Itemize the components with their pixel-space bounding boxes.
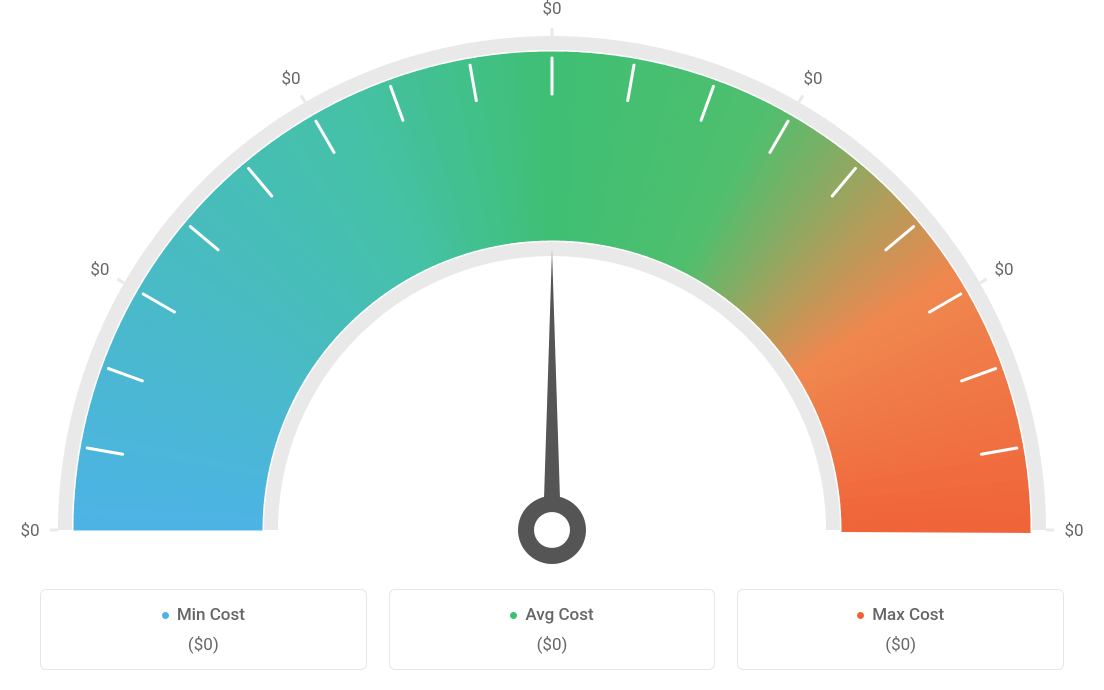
dot-icon [162,612,169,619]
card-label: Max Cost [872,605,944,625]
card-max-cost: Max Cost ($0) [737,589,1064,671]
dot-icon [857,612,864,619]
svg-text:$0: $0 [1064,521,1083,541]
card-value: ($0) [400,635,705,655]
svg-text:$0: $0 [281,69,300,89]
gauge-chart: $0 $0 $0 $0 $0 $0 $0 [0,0,1104,570]
svg-text:$0: $0 [20,521,39,541]
svg-text:$0: $0 [542,0,561,19]
svg-text:$0: $0 [90,260,109,280]
card-value: ($0) [51,635,356,655]
card-title-max: Max Cost [857,605,944,625]
card-avg-cost: Avg Cost ($0) [389,589,716,671]
card-value: ($0) [748,635,1053,655]
gauge-svg: $0 $0 $0 $0 $0 $0 $0 [0,0,1104,570]
legend-cards: Min Cost ($0) Avg Cost ($0) Max Cost ($0… [0,589,1104,690]
svg-text:$0: $0 [803,69,822,89]
card-label: Avg Cost [525,605,593,625]
svg-text:$0: $0 [995,260,1014,280]
card-title-min: Min Cost [162,605,245,625]
card-title-avg: Avg Cost [510,605,593,625]
dot-icon [510,612,517,619]
card-min-cost: Min Cost ($0) [40,589,367,671]
card-label: Min Cost [177,605,245,625]
